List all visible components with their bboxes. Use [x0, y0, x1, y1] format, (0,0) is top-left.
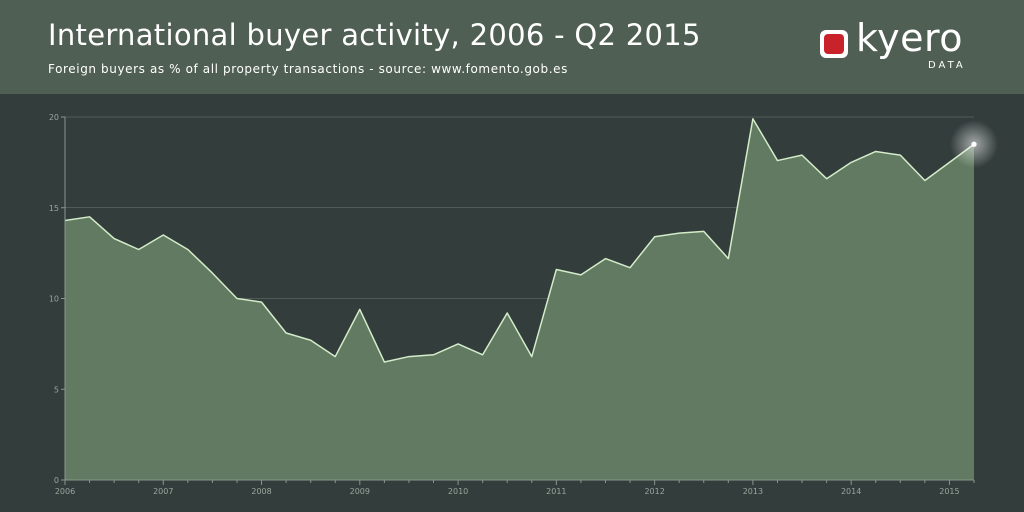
data-point-2012-Q3: [703, 230, 705, 232]
series-area: [64, 118, 998, 480]
data-point-2013-Q4: [826, 178, 828, 180]
x-tick-label-2008: 2008: [251, 487, 271, 496]
kyero-logo: kyero DATA: [820, 16, 980, 74]
data-point-2015-Q1: [948, 161, 950, 163]
data-point-2010-Q4: [531, 356, 533, 358]
data-point-2006-Q3: [113, 238, 115, 240]
x-tick-label-2015: 2015: [939, 487, 959, 496]
data-point-2014-Q2: [875, 150, 877, 152]
y-tick-label-10: 10: [49, 295, 59, 304]
x-tick-label-2012: 2012: [644, 487, 664, 496]
data-point-2007-Q4: [236, 298, 238, 300]
axes: [61, 116, 975, 485]
data-point-2011-Q1: [555, 268, 557, 270]
data-point-2010-Q2: [482, 354, 484, 356]
data-point-2010-Q1: [457, 343, 459, 345]
last-point-marker: [971, 141, 977, 147]
x-tick-label-2013: 2013: [743, 487, 763, 496]
data-point-2008-Q1: [261, 301, 263, 303]
data-point-2008-Q3: [310, 339, 312, 341]
data-point-2011-Q3: [604, 258, 606, 260]
y-tick-label-0: 0: [54, 476, 59, 485]
data-point-2014-Q3: [899, 154, 901, 156]
data-point-2014-Q1: [850, 161, 852, 163]
chart-title: International buyer activity, 2006 - Q2 …: [48, 18, 701, 52]
data-point-2007-Q3: [211, 272, 213, 274]
data-point-2009-Q1: [359, 308, 361, 310]
data-point-2011-Q4: [629, 267, 631, 269]
data-point-2011-Q2: [580, 274, 582, 276]
tick-labels: 0 5 10 15 20 2006 2007 2008 2009 2010 2011 2012 2013…: [49, 113, 960, 496]
data-point-2009-Q2: [383, 361, 385, 363]
x-tick-label-2014: 2014: [841, 487, 861, 496]
data-point-2009-Q3: [408, 356, 410, 358]
data-point-2009-Q4: [433, 354, 435, 356]
data-point-2012-Q2: [678, 232, 680, 234]
logo-subtext: DATA: [928, 60, 966, 71]
kyero-logo-mark-icon: [820, 30, 848, 58]
area-chart: 0 5 10 15 20 2006 2007 2008 2009 2010 2011 2012 2013…: [49, 113, 998, 496]
data-point-2006-Q4: [138, 248, 140, 250]
data-point-2013-Q1: [752, 118, 754, 120]
data-point-2006-Q2: [89, 216, 91, 218]
data-point-2012-Q1: [654, 236, 656, 238]
data-point-2014-Q4: [924, 180, 926, 182]
data-point-2007-Q1: [162, 234, 164, 236]
header: International buyer activity, 2006 - Q2 …: [0, 0, 1024, 94]
area-fill: [65, 118, 974, 480]
y-tick-label-5: 5: [54, 385, 59, 394]
data-point-2013-Q3: [801, 154, 803, 156]
x-tick-label-2011: 2011: [546, 487, 566, 496]
y-tick-label-15: 15: [49, 204, 59, 213]
data-point-2008-Q2: [285, 332, 287, 334]
series-line: [64, 118, 975, 363]
data-point-2012-Q4: [727, 258, 729, 260]
data-point-2007-Q2: [187, 248, 189, 250]
chart-subtitle: Foreign buyers as % of all property tran…: [48, 62, 568, 76]
x-tick-label-2006: 2006: [55, 487, 75, 496]
data-point-2010-Q3: [506, 312, 508, 314]
logo-wordmark: kyero: [856, 16, 964, 60]
data-point-2013-Q2: [776, 160, 778, 162]
x-tick-label-2007: 2007: [153, 487, 173, 496]
y-tick-label-20: 20: [49, 113, 59, 122]
x-tick-label-2009: 2009: [350, 487, 370, 496]
data-point-2008-Q4: [334, 356, 336, 358]
x-tick-label-2010: 2010: [448, 487, 468, 496]
